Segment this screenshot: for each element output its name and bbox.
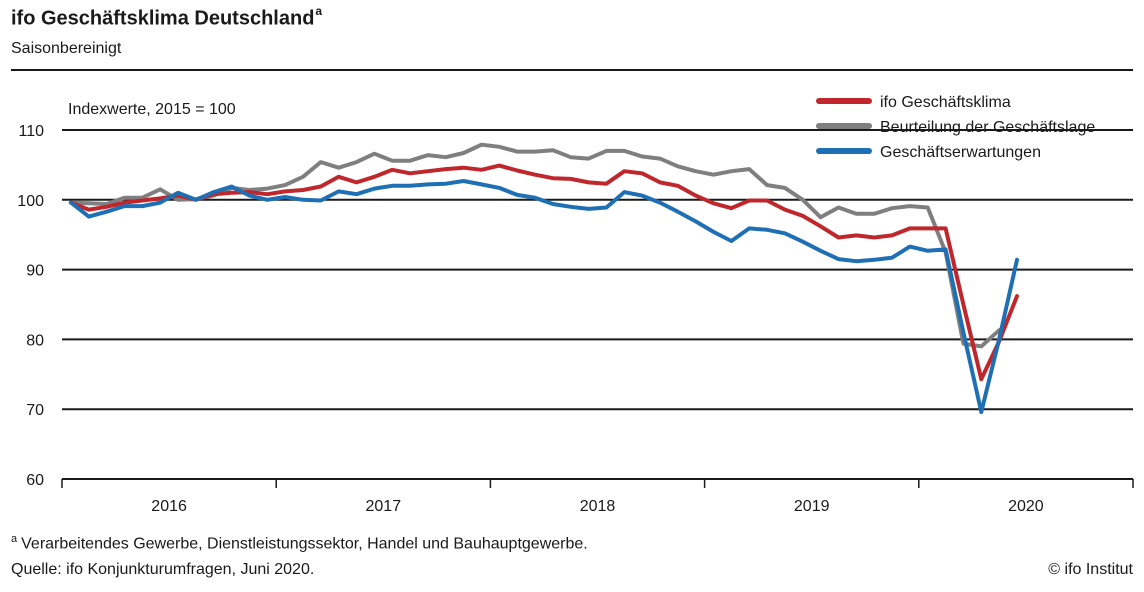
- y-tick-label-80: 80: [26, 332, 44, 349]
- x-tick-label-2020: 2020: [1008, 498, 1044, 515]
- footnote-marker: a: [11, 533, 18, 545]
- y-tick-labels: 60 70 80 90 100 110: [17, 123, 44, 489]
- x-tick-label-2016: 2016: [151, 498, 187, 515]
- chart-title: ifo Geschäftsklima Deutschlanda: [11, 4, 323, 31]
- y-tick-label-70: 70: [26, 402, 44, 419]
- unit-label: Indexwerte, 2015 = 100: [68, 101, 236, 118]
- chart-subtitle: Saisonbereinigt: [11, 40, 122, 57]
- series-line-lage: [68, 142, 1002, 349]
- series-line-erwartungen: [68, 179, 1019, 414]
- series-lines: [68, 142, 1019, 414]
- y-gridlines: [62, 129, 1133, 411]
- title-footnote-marker: a: [315, 4, 323, 18]
- y-tick-label-110: 110: [18, 123, 44, 140]
- y-tick-label-90: 90: [26, 263, 44, 280]
- legend-label-erwartungen: Geschäftserwartungen: [880, 144, 1041, 161]
- y-tick-label-100: 100: [17, 193, 44, 210]
- footnote-text: Verarbeitendes Gewerbe, Dienstleistungss…: [21, 535, 588, 553]
- x-tick-label-2017: 2017: [366, 498, 402, 515]
- chart-title-text: ifo Geschäftsklima Deutschland: [11, 7, 315, 30]
- header-rule: [11, 69, 1133, 71]
- legend-label-klima: ifo Geschäftsklima: [880, 94, 1011, 111]
- legend-label-lage: Beurteilung der Geschäftslage: [880, 119, 1095, 136]
- source-note: Quelle: ifo Konjunkturumfragen, Juni 202…: [11, 561, 315, 578]
- legend: ifo Geschäftsklima Beurteilung der Geschä…: [816, 94, 1095, 161]
- y-tick-label-60: 60: [26, 472, 44, 489]
- x-tick-label-2018: 2018: [580, 498, 616, 515]
- copyright-credit: © ifo Institut: [1048, 561, 1133, 578]
- series-line-klima: [68, 163, 1019, 382]
- x-tick-label-2019: 2019: [794, 498, 830, 515]
- footnote: a Verarbeitendes Gewerbe, Dienstleistungs…: [11, 533, 588, 553]
- x-axis: 2016 2017 2018 2019 2020: [61, 478, 1134, 515]
